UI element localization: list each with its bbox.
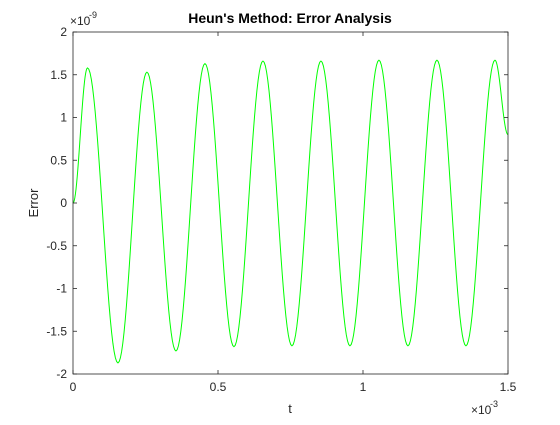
chart-title: Heun's Method: Error Analysis: [188, 10, 392, 26]
x-tick-label: 1.5: [500, 380, 517, 394]
x-axis-label: t: [288, 401, 292, 416]
x-tick-label: 0: [70, 380, 77, 394]
plot-area: [73, 32, 508, 374]
y-tick-label: 1: [60, 111, 67, 125]
x-tick-label: 0.5: [210, 380, 227, 394]
y-axis-label: Error: [26, 188, 41, 218]
y-tick-label: 1.5: [50, 68, 67, 82]
y-tick-label: 2: [60, 25, 67, 39]
y-exponent-label: ×10 -9: [70, 10, 97, 28]
series-layer: [72, 59, 509, 364]
y-tick-label: -0.5: [46, 239, 67, 253]
x-exponent-base: ×10: [471, 403, 492, 417]
y-tick-label: 0.5: [50, 153, 67, 167]
x-tick-label: 1: [360, 380, 367, 394]
x-exponent-power: -3: [490, 399, 498, 409]
y-tick-label: -1: [56, 282, 67, 296]
y-exponent-power: -9: [89, 10, 97, 20]
y-exponent-base: ×10: [70, 14, 91, 28]
y-tick-label: -1.5: [46, 324, 67, 338]
y-tick-label: 0: [60, 196, 67, 210]
x-exponent-label: ×10 -3: [471, 399, 498, 417]
y-tick-label: -2: [56, 367, 67, 381]
series-line-0: [72, 59, 509, 364]
axes-layer: 0 0.5 1 1.5 -2 -1.5 -1 -0.5 0 0.5 1 1.5 2: [46, 25, 516, 394]
